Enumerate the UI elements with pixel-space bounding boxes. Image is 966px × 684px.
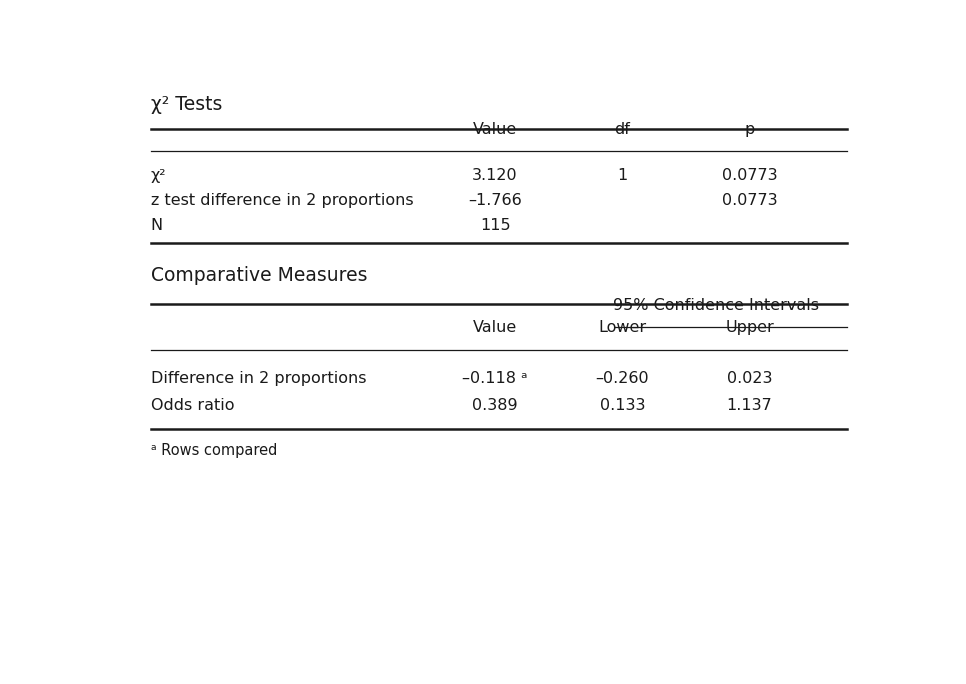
Text: Upper: Upper	[725, 320, 774, 335]
Text: Difference in 2 proportions: Difference in 2 proportions	[151, 371, 366, 386]
Text: 1: 1	[617, 168, 628, 183]
Text: 0.0773: 0.0773	[722, 168, 778, 183]
Text: χ² Tests: χ² Tests	[151, 94, 222, 114]
Text: 0.023: 0.023	[726, 371, 773, 386]
Text: ᵃ Rows compared: ᵃ Rows compared	[151, 443, 277, 458]
Text: p: p	[745, 122, 754, 137]
Text: –0.118 ᵃ: –0.118 ᵃ	[463, 371, 527, 386]
Text: 95% Confidence Intervals: 95% Confidence Intervals	[612, 298, 819, 313]
Text: Odds ratio: Odds ratio	[151, 399, 234, 414]
Text: 0.0773: 0.0773	[722, 193, 778, 208]
Text: 115: 115	[480, 218, 510, 233]
Text: Lower: Lower	[598, 320, 646, 335]
Text: N: N	[151, 218, 163, 233]
Text: z test difference in 2 proportions: z test difference in 2 proportions	[151, 193, 413, 208]
Text: 1.137: 1.137	[726, 399, 773, 414]
Text: df: df	[614, 122, 630, 137]
Text: 3.120: 3.120	[472, 168, 518, 183]
Text: 0.133: 0.133	[600, 399, 645, 414]
Text: Value: Value	[473, 320, 517, 335]
Text: –1.766: –1.766	[469, 193, 522, 208]
Text: χ²: χ²	[151, 168, 166, 183]
Text: –0.260: –0.260	[595, 371, 649, 386]
Text: 0.389: 0.389	[472, 399, 518, 414]
Text: Comparative Measures: Comparative Measures	[151, 266, 367, 285]
Text: Value: Value	[473, 122, 517, 137]
